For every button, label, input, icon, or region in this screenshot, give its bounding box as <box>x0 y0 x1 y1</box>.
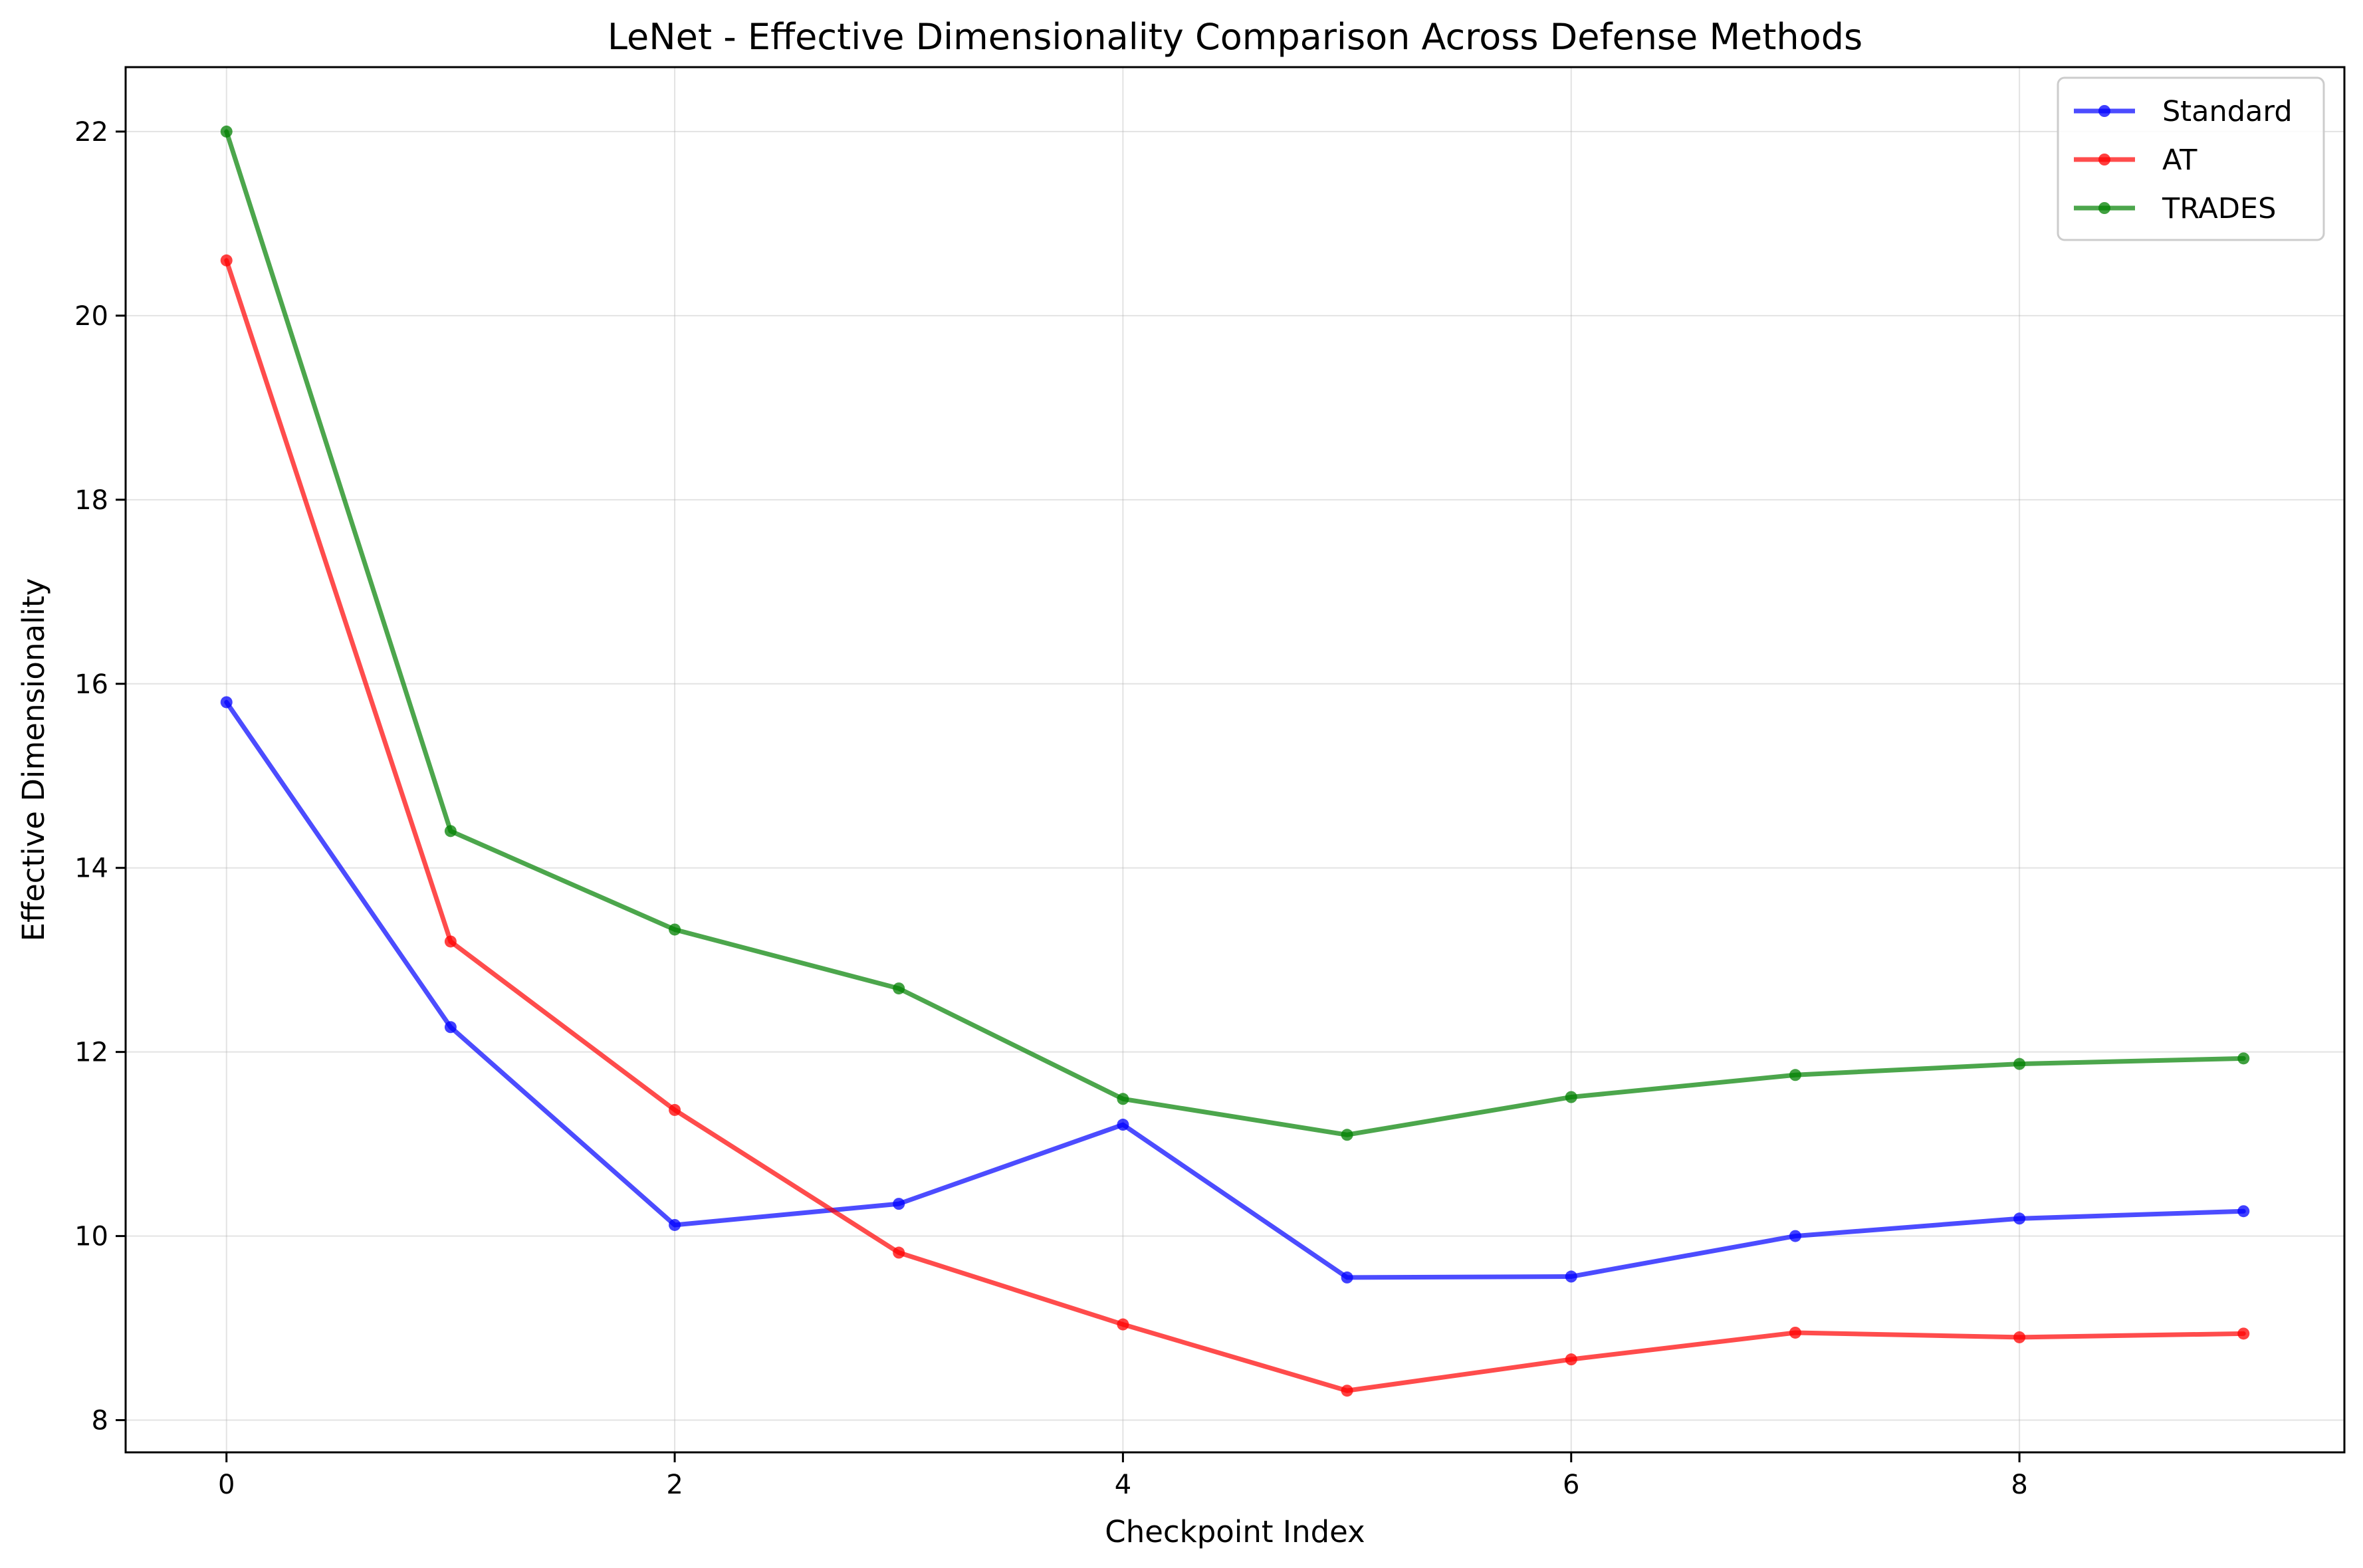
data-point-trades <box>444 825 457 838</box>
x-tick-label: 8 <box>2011 1470 2027 1500</box>
y-tick-label: 10 <box>74 1222 108 1252</box>
y-tick-label: 22 <box>74 117 108 148</box>
data-point-standard <box>1565 1270 1577 1283</box>
series-at <box>220 254 2250 1397</box>
data-point-standard <box>220 696 233 709</box>
series-standard <box>220 696 2250 1284</box>
data-point-trades <box>2237 1052 2250 1065</box>
legend-label-at: AT <box>2162 144 2197 177</box>
data-point-trades <box>1117 1093 1129 1105</box>
data-point-trades <box>893 982 905 995</box>
series-layer <box>220 125 2250 1397</box>
x-tick-label: 4 <box>1115 1470 1131 1500</box>
legend-item-at: AT <box>2074 144 2197 177</box>
data-point-standard <box>1117 1119 1129 1131</box>
data-point-at <box>669 1103 681 1116</box>
legend-marker-trades <box>2098 202 2110 214</box>
legend-item-standard: Standard <box>2074 95 2293 128</box>
y-tick-label: 8 <box>92 1406 108 1436</box>
data-point-trades <box>1341 1129 1353 1141</box>
plot-frame <box>124 66 2346 1454</box>
data-point-at <box>2013 1331 2026 1343</box>
legend-label-standard: Standard <box>2162 95 2293 128</box>
chart-title: LeNet - Effective Dimensionality Compari… <box>608 16 1862 58</box>
x-tick-label: 0 <box>218 1470 235 1500</box>
legend: Standard AT TRADES <box>2057 76 2325 241</box>
data-point-at <box>1565 1353 1577 1366</box>
x-tick-label: 6 <box>1563 1470 1579 1500</box>
data-point-standard <box>1341 1271 1353 1284</box>
data-point-trades <box>669 923 681 936</box>
data-point-standard <box>669 1218 681 1231</box>
data-point-trades <box>220 125 233 138</box>
y-tick-label: 14 <box>74 853 108 884</box>
data-point-at <box>2237 1327 2250 1340</box>
y-tick-label: 18 <box>74 485 108 516</box>
data-point-trades <box>2013 1058 2026 1070</box>
y-axis-label: Effective Dimensionality <box>16 578 51 942</box>
y-tick-label: 16 <box>74 669 108 700</box>
grid-lines <box>126 67 2344 1452</box>
legend-box <box>2057 76 2325 241</box>
data-point-standard <box>444 1021 457 1034</box>
y-tick-label: 12 <box>74 1038 108 1068</box>
data-point-standard <box>1789 1230 1801 1242</box>
data-point-at <box>893 1246 905 1259</box>
data-point-trades <box>1565 1091 1577 1103</box>
legend-label-trades: TRADES <box>2162 192 2276 225</box>
data-point-standard <box>2237 1205 2250 1218</box>
series-trades <box>220 125 2250 1141</box>
x-axis-ticks: 0 2 4 6 8 <box>218 1452 2028 1500</box>
data-point-at <box>444 935 457 948</box>
data-point-at <box>1341 1385 1353 1397</box>
legend-item-trades: TRADES <box>2074 192 2276 225</box>
legend-marker-at <box>2098 154 2110 166</box>
legend-marker-standard <box>2098 105 2110 117</box>
data-point-at <box>220 254 233 267</box>
series-line-at <box>224 258 2246 1393</box>
data-point-at <box>1117 1318 1129 1331</box>
x-tick-label: 2 <box>666 1470 683 1500</box>
y-axis-ticks: 8 10 12 14 16 18 20 22 <box>74 117 126 1436</box>
series-line-standard <box>224 699 2246 1280</box>
data-point-at <box>1789 1326 1801 1339</box>
data-point-standard <box>893 1198 905 1210</box>
x-axis-label: Checkpoint Index <box>1105 1514 1365 1549</box>
data-point-standard <box>2013 1212 2026 1225</box>
series-line-trades <box>224 129 2246 1137</box>
data-point-trades <box>1789 1069 1801 1081</box>
y-tick-label: 20 <box>74 301 108 332</box>
